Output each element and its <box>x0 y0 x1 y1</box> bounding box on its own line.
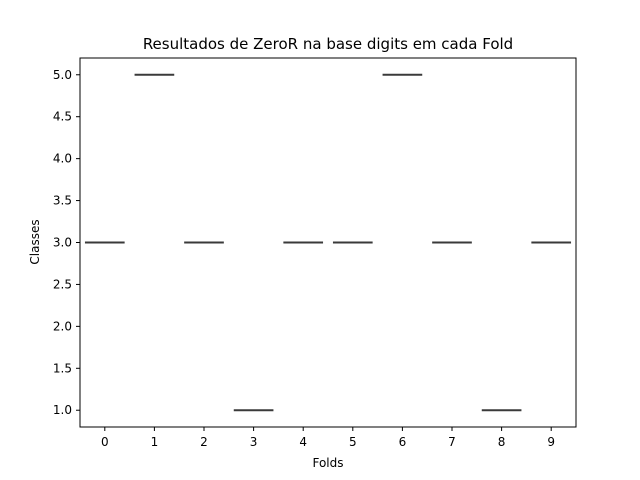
x-tick-label-3: 3 <box>250 435 258 449</box>
x-axis-label: Folds <box>312 456 343 470</box>
x-tick-label-6: 6 <box>399 435 407 449</box>
x-tick-label-7: 7 <box>448 435 456 449</box>
y-tick-label-2.0: 2.0 <box>53 319 72 333</box>
x-tick-label-2: 2 <box>200 435 208 449</box>
x-tick-label-5: 5 <box>349 435 357 449</box>
y-tick-label-1.0: 1.0 <box>53 403 72 417</box>
plot-area: 0 1 2 3 4 5 6 7 8 9 1.0 1.5 2.0 2.5 3.0 3.5 4.0 4.5 5.0 <box>53 57 577 449</box>
y-tick-label-4.5: 4.5 <box>53 110 72 124</box>
y-tick-label-2.5: 2.5 <box>53 277 72 291</box>
x-tick-label-8: 8 <box>498 435 506 449</box>
y-tick-label-4.0: 4.0 <box>53 152 72 166</box>
x-tick-label-0: 0 <box>101 435 109 449</box>
y-axis-label: Classes <box>28 219 42 264</box>
y-tick-label-5.0: 5.0 <box>53 68 72 82</box>
axes-frame <box>79 57 577 428</box>
x-tick-label-4: 4 <box>299 435 307 449</box>
x-tick-label-9: 9 <box>547 435 555 449</box>
y-tick-label-3.0: 3.0 <box>53 236 72 250</box>
y-tick-label-3.5: 3.5 <box>53 194 72 208</box>
y-tick-label-1.5: 1.5 <box>53 361 72 375</box>
chart-title: Resultados de ZeroR na base digits em ca… <box>143 35 513 53</box>
x-tick-label-1: 1 <box>151 435 159 449</box>
